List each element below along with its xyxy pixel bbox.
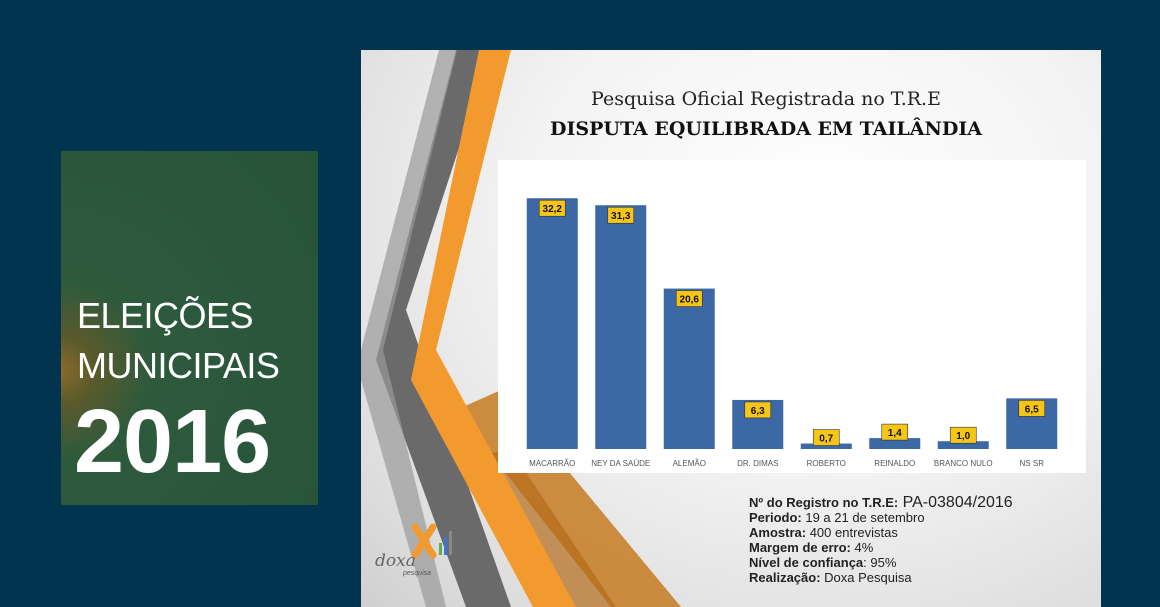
bar-chart: 32,2 MACARRÃO 31,3 NEY DA SAÚDE 20,6 ALEMÃO 6,… xyxy=(526,198,1058,468)
logo-name: doxa xyxy=(375,551,416,571)
nivel-row: Nível de confiança: 95% xyxy=(749,555,1094,570)
category-label: MACARRÃO xyxy=(529,459,575,468)
value-label: 0,7 xyxy=(819,434,833,445)
value-label-bg xyxy=(812,429,840,446)
value-label-bg xyxy=(538,199,566,217)
bar xyxy=(937,441,989,449)
poll-details: Nº do Registro no T.R.E: PA-03804/2016 P… xyxy=(749,494,1094,586)
margem-label: Margem de erro: xyxy=(749,540,851,555)
category-label: REINALDO xyxy=(874,459,915,468)
value-label: 31,3 xyxy=(611,211,631,222)
realizacao-value: Doxa Pesquisa xyxy=(820,570,912,585)
nivel-value: : 95% xyxy=(863,555,897,570)
category-label: ALEMÃO xyxy=(673,459,706,468)
bar xyxy=(595,205,647,449)
nivel-label: Nível de confiança xyxy=(749,555,864,570)
periodo-label: Periodo: xyxy=(749,510,802,525)
bar xyxy=(663,288,715,449)
amostra-value: 400 entrevistas xyxy=(806,525,898,540)
category-label: BRANCO NULO xyxy=(934,459,993,468)
value-label-bg xyxy=(881,423,909,441)
badge-year: 2016 xyxy=(74,392,271,492)
registro-label: Nº do Registro no T.R.E: xyxy=(749,495,899,510)
periodo-value: 19 a 21 de setembro xyxy=(801,510,925,525)
registro-row: Nº do Registro no T.R.E: PA-03804/2016 xyxy=(749,494,1094,511)
category-label: NEY DA SAÚDE xyxy=(591,459,650,468)
value-label: 32,2 xyxy=(543,204,563,215)
value-label: 6,5 xyxy=(1025,404,1039,415)
slide-subtitle: DISPUTA EQUILIBRADA EM TAILÂNDIA xyxy=(550,118,982,140)
value-label-bg xyxy=(675,290,703,307)
margem-value: 4% xyxy=(850,540,874,555)
badge-line-eleicoes: ELEIÇÕES xyxy=(77,295,254,336)
chart-panel: 32,2 MACARRÃO 31,3 NEY DA SAÚDE 20,6 ALEMÃO 6,… xyxy=(498,160,1086,473)
margem-row: Margem de erro: 4% xyxy=(749,540,1094,555)
periodo-row: Periodo: 19 a 21 de setembro xyxy=(749,510,1094,525)
value-label: 20,6 xyxy=(680,295,700,306)
bar xyxy=(526,198,578,449)
value-label-bg xyxy=(949,426,977,444)
doxa-mark-icon xyxy=(411,523,452,559)
logo-sub: pesquisa xyxy=(403,570,432,577)
doxa-logo: doxa pesquisa xyxy=(373,523,453,585)
category-label: NS SR xyxy=(1020,459,1045,468)
bar xyxy=(800,443,852,449)
amostra-row: Amostra: 400 entrevistas xyxy=(749,525,1094,540)
badge-line-municipais: MUNICIPAIS xyxy=(77,345,280,386)
registro-value: PA-03804/2016 xyxy=(898,494,1013,511)
category-label: DR. DIMAS xyxy=(737,459,778,468)
value-label-bg xyxy=(744,401,772,419)
amostra-label: Amostra: xyxy=(749,525,807,540)
value-label: 1,4 xyxy=(888,428,902,439)
slide-title: Pesquisa Oficial Registrada no T.R.E xyxy=(591,88,941,110)
value-label: 6,3 xyxy=(751,406,765,417)
poll-slide: Pesquisa Oficial Registrada no T.R.E DIS… xyxy=(361,50,1101,607)
realizacao-row: Realização: Doxa Pesquisa xyxy=(749,570,1094,585)
value-label-bg xyxy=(607,206,635,224)
value-label: 1,0 xyxy=(956,431,970,442)
elections-badge: ELEIÇÕES MUNICIPAIS 2016 xyxy=(61,151,318,505)
bar xyxy=(869,438,921,449)
category-label: ROBERTO xyxy=(807,459,846,468)
realizacao-label: Realização: xyxy=(749,570,821,585)
value-label-bg xyxy=(1018,400,1046,417)
